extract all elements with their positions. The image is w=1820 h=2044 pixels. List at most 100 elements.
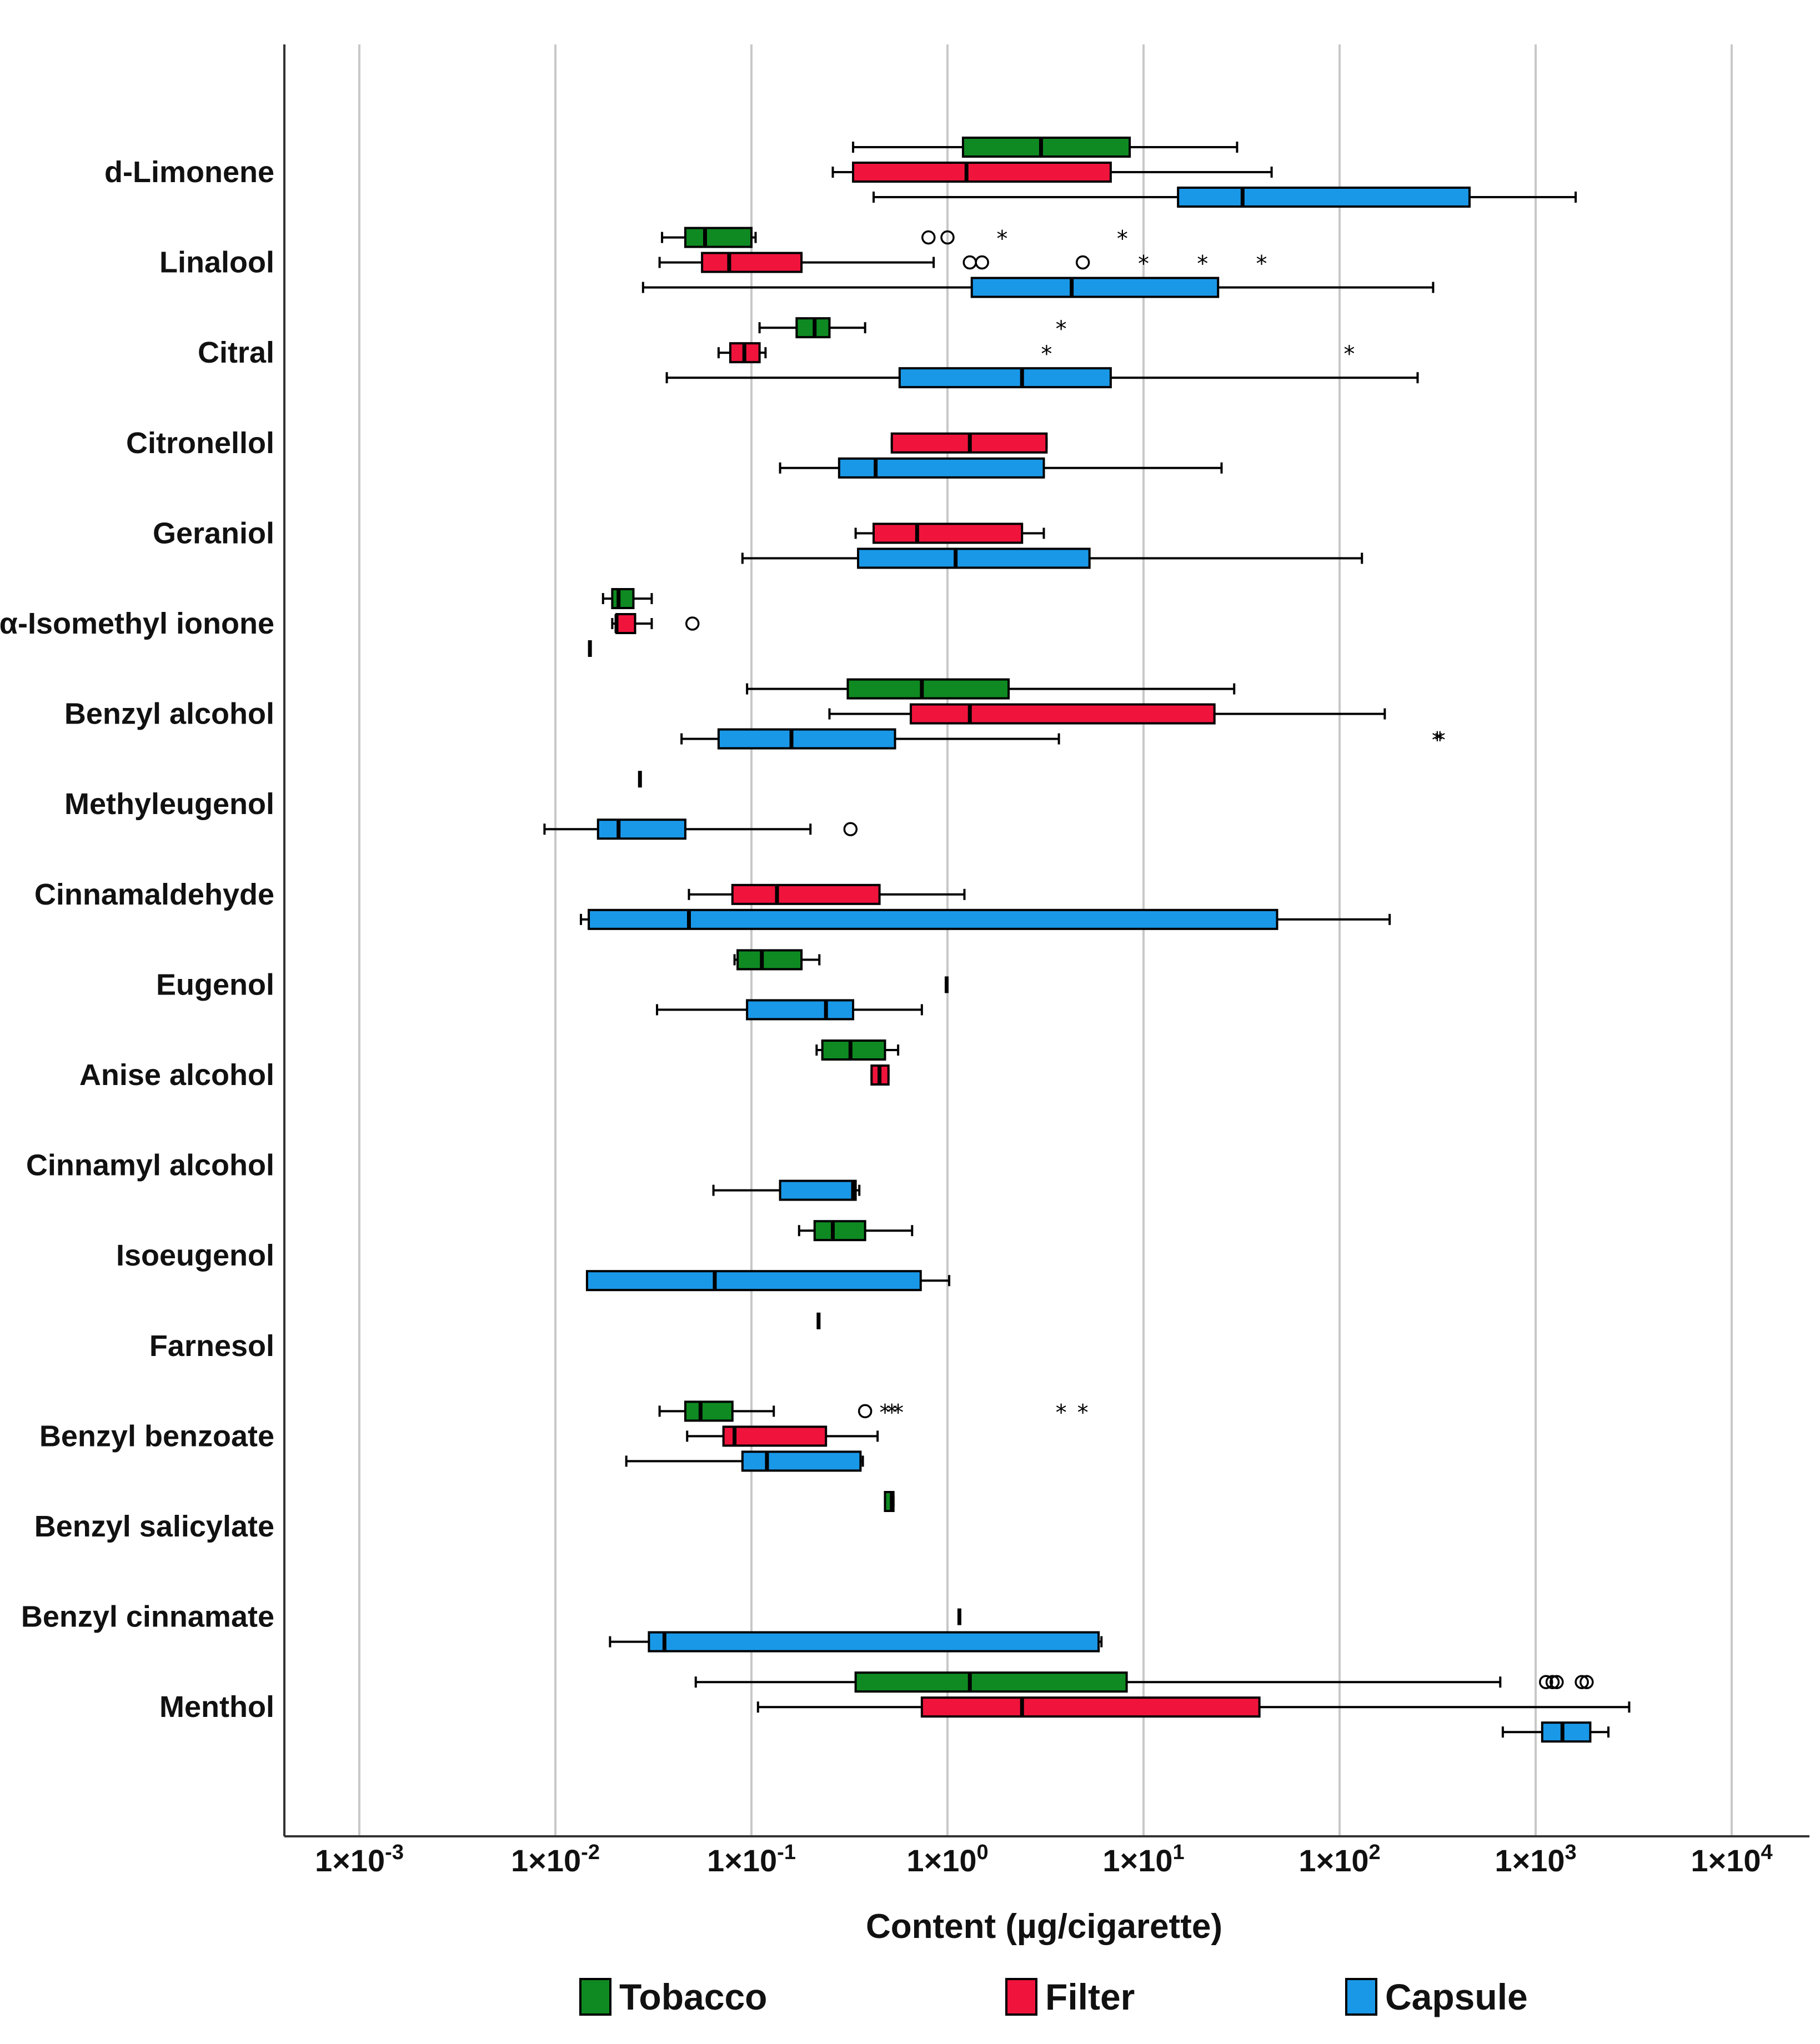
box-benzyl-benzoate-capsule <box>625 1450 864 1472</box>
category-label-citral: Citral <box>198 336 274 369</box>
iqr-box <box>854 1671 1128 1693</box>
legend-label-tobacco: Tobacco <box>619 1976 767 2017</box>
outlier-circle <box>975 255 989 270</box>
box-benzyl-benzoate-tobacco: *** * * <box>658 1400 1089 1425</box>
box-d-limonene-filter <box>831 162 1273 183</box>
outlier-circle <box>940 230 955 245</box>
iqr-box <box>588 908 1278 930</box>
category-labels: d-Limonene Linalool Citral Citronellol Geran… <box>0 155 274 1724</box>
x-tick-label: 1×103 <box>1495 1841 1576 1878</box>
category-label-anise-alcohol: Anise alcohol <box>79 1058 274 1092</box>
outlier-circle <box>1550 1675 1564 1689</box>
iqr-box <box>1177 187 1471 208</box>
legend: Tobacco Filter Capsule <box>579 1976 1528 2017</box>
axes <box>283 44 1809 1837</box>
box-methyleugenol-capsule <box>543 818 858 840</box>
iqr-box <box>684 227 753 248</box>
outlier-circle <box>843 822 858 836</box>
iqr-box <box>731 883 881 905</box>
box-benzyl-alcohol-capsule: ** <box>680 728 1446 754</box>
iqr-box <box>596 818 686 840</box>
iqr-box <box>648 1631 1100 1653</box>
outlier-star: * <box>1256 252 1267 277</box>
legend-swatch-capsule <box>1345 1978 1377 2016</box>
category-label-cinnamyl-alcohol: Cinnamyl alcohol <box>26 1149 274 1182</box>
category-label-benzyl-alcohol: Benzyl alcohol <box>64 697 274 731</box>
outlier-star: * <box>996 227 1007 252</box>
box-citronellol-capsule <box>779 457 1223 479</box>
outlier-star: * <box>1343 341 1355 367</box>
box-eugenol-capsule <box>656 999 923 1021</box>
outlier-circle <box>858 1404 873 1419</box>
category-label-d-limonene: d-Limonene <box>104 155 274 189</box>
iqr-box <box>970 277 1220 298</box>
outlier-circle <box>1575 1675 1589 1689</box>
box-cinnamaldehyde-capsule <box>580 908 1391 930</box>
box-linalool-tobacco: * * <box>661 227 1128 252</box>
outlier-star: * <box>886 1400 898 1425</box>
category-label-isoeugenol: Isoeugenol <box>116 1239 274 1272</box>
box-geraniol-capsule <box>741 548 1363 569</box>
box-menthol-capsule <box>1501 1721 1610 1743</box>
box-citral-tobacco: * <box>758 317 1067 342</box>
outlier-star: * <box>1056 317 1067 342</box>
box-citral-capsule <box>665 367 1419 389</box>
box-menthol-tobacco <box>694 1671 1594 1693</box>
legend-item-filter: Filter <box>1005 1976 1135 2017</box>
legend-item-capsule: Capsule <box>1345 1976 1528 2017</box>
category-label-citronellol: Citronellol <box>126 426 274 460</box>
box-benzyl-salicylate-tobacco <box>884 1491 895 1512</box>
category-label-benzyl-benzoate: Benzyl benzoate <box>39 1419 274 1453</box>
category-label-cinnamaldehyde: Cinnamaldehyde <box>34 878 274 911</box>
x-tick-label: 1×10-3 <box>315 1841 404 1878</box>
outlier-star: * <box>1138 252 1149 277</box>
category-label-farnesol: Farnesol <box>149 1329 274 1363</box>
outlier-circle <box>685 616 700 631</box>
legend-swatch-tobacco <box>579 1978 611 2016</box>
category-label-benzyl-cinnamate: Benzyl cinnamate <box>21 1600 274 1634</box>
box-isoeugenol-capsule <box>585 1270 951 1292</box>
iqr-box <box>722 1425 828 1447</box>
x-tick-label: 1×100 <box>906 1841 988 1878</box>
iqr-box <box>717 728 896 750</box>
category-label-geraniol: Geraniol <box>153 516 274 550</box>
box-cinnamyl-alcohol-capsule <box>712 1179 861 1201</box>
iqr-box <box>585 1270 922 1292</box>
box-isoeugenol-tobacco <box>798 1220 914 1242</box>
box-citronellol-filter <box>890 432 1048 454</box>
box-geraniol-filter <box>854 523 1045 544</box>
iqr-box <box>615 613 636 634</box>
iqr-box <box>857 548 1091 569</box>
outlier-star: * <box>893 1400 904 1425</box>
iqr-box <box>813 1220 866 1242</box>
iqr-box <box>701 252 803 273</box>
box-eugenol-tobacco <box>733 949 821 971</box>
outlier-circle <box>1075 255 1090 270</box>
x-tick-label: 1×101 <box>1102 1841 1184 1878</box>
x-tick-label: 1×104 <box>1691 1841 1772 1878</box>
outlier-circle <box>1545 1675 1560 1689</box>
box-isomethyl-ionone-filter <box>611 613 700 634</box>
box-d-limonene-tobacco <box>852 137 1239 158</box>
iqr-box <box>846 678 1010 700</box>
legend-label-filter: Filter <box>1045 1976 1135 2017</box>
plot-area: * ** * *** ****** * * <box>543 137 1631 1743</box>
category-label-eugenol: Eugenol <box>156 968 274 1001</box>
iqr-box <box>684 1400 734 1422</box>
box-linalool-capsule <box>641 277 1435 298</box>
category-label-menthol: Menthol <box>159 1690 274 1724</box>
box-benzyl-benzoate-filter <box>686 1425 879 1447</box>
outlier-circle <box>1538 1675 1553 1689</box>
outlier-star: * <box>1117 227 1128 252</box>
box-linalool-filter: * * * <box>658 252 1267 277</box>
iqr-box <box>736 949 803 971</box>
iqr-box <box>779 1179 857 1201</box>
iqr-box <box>821 1039 886 1061</box>
category-label-methyleugenol: Methyleugenol <box>64 787 274 821</box>
iqr-box <box>920 1696 1261 1718</box>
outlier-star: * <box>1432 728 1443 754</box>
iqr-box <box>961 137 1131 158</box>
box-cinnamaldehyde-filter <box>688 883 966 905</box>
